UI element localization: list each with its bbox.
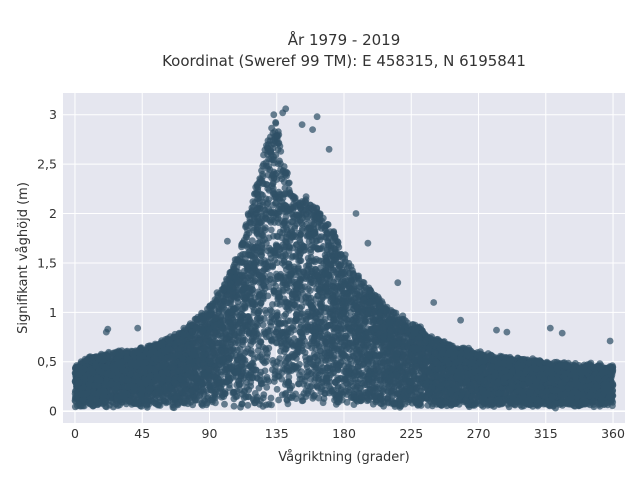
data-point <box>275 396 282 404</box>
data-point <box>237 403 244 411</box>
data-points <box>71 105 617 412</box>
data-point <box>305 238 313 245</box>
data-point <box>320 395 328 402</box>
data-point <box>276 360 284 367</box>
data-point <box>261 367 269 375</box>
data-point <box>264 247 272 255</box>
data-point <box>285 179 293 187</box>
data-point <box>272 119 279 126</box>
data-point <box>221 400 228 408</box>
title-line-years: År 1979 - 2019 <box>288 30 401 49</box>
data-point <box>273 385 281 393</box>
data-point <box>269 366 276 374</box>
chart-title: År 1979 - 2019 Koordinat (Sweref 99 TM):… <box>162 30 526 70</box>
data-point <box>280 312 288 320</box>
title-line-coordinate: Koordinat (Sweref 99 TM): E 458315, N 61… <box>162 52 526 70</box>
data-point <box>339 383 346 390</box>
